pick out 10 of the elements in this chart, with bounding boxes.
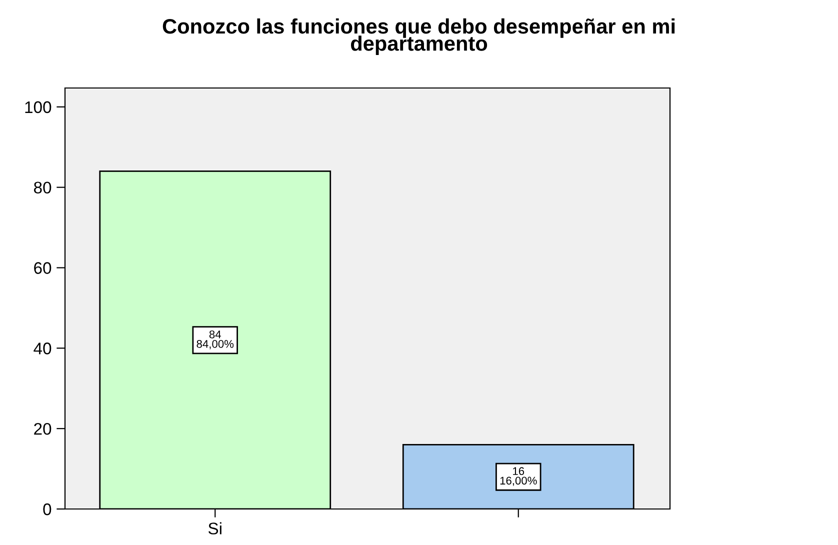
y-tick-label: 100 — [25, 101, 52, 114]
y-tick-label: 40 — [34, 342, 52, 354]
y-tick-label: 80 — [34, 182, 52, 194]
y-tick-label: 20 — [34, 422, 52, 435]
x-tick-label: Si — [208, 522, 222, 534]
data-label: 84 84,00% — [196, 330, 234, 350]
data-label: 16 16,00% — [500, 467, 537, 486]
chart-title: Conozco las funciones que debo desempeñar en mi departamento — [162, 18, 675, 55]
y-tick-label: 0 — [43, 503, 52, 516]
y-tick-label: 60 — [34, 262, 52, 274]
